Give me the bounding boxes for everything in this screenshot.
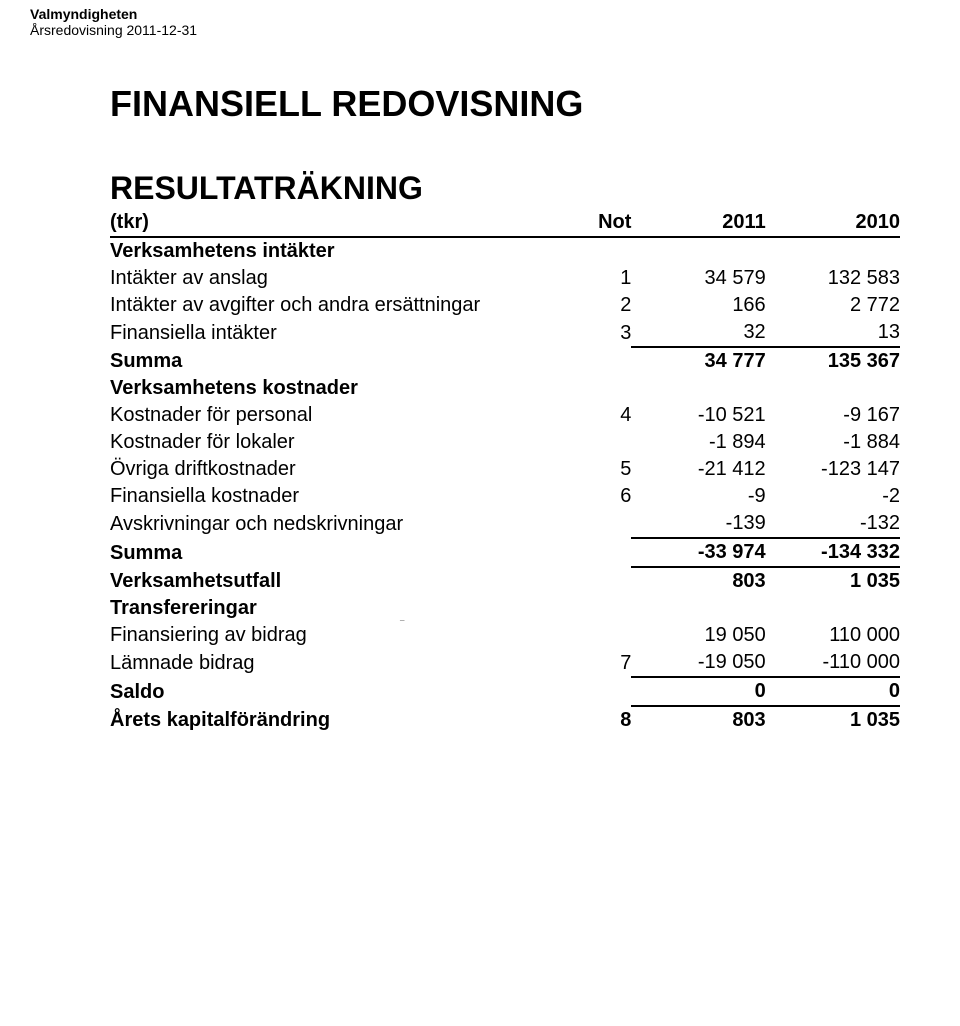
- col-year-2010: 2010: [766, 209, 900, 237]
- table-row: Intäkter av avgifter och andra ersättnin…: [110, 292, 900, 319]
- cell-2010: 1 035: [766, 567, 900, 595]
- cell-2011: -139: [631, 510, 765, 538]
- table-row: Intäkter av anslag 1 34 579 132 583: [110, 265, 900, 292]
- table-sum-row: Summa 34 777 135 367: [110, 347, 900, 375]
- cell-not: 7: [552, 649, 631, 677]
- cell-not: 2: [552, 292, 631, 319]
- table-row: Finansiella kostnader 6 -9 -2: [110, 483, 900, 510]
- cell-not: 5: [552, 456, 631, 483]
- cell-2010: -134 332: [766, 538, 900, 567]
- table-sum-row: Saldo 0 0: [110, 677, 900, 706]
- table-row: Finansiella intäkter 3 32 13: [110, 319, 900, 347]
- cell-label: Finansiering av bidrag: [110, 622, 552, 649]
- cell-not: [552, 429, 631, 456]
- cell-2010: -1 884: [766, 429, 900, 456]
- cell-2010: -132: [766, 510, 900, 538]
- org-name: Valmyndigheten: [30, 6, 930, 22]
- cell-2011: -1 894: [631, 429, 765, 456]
- cell-label: Årets kapitalförändring: [110, 706, 552, 734]
- table-header-row: (tkr) Not 2011 2010: [110, 209, 900, 237]
- cell-2011: 0: [631, 677, 765, 706]
- cell-2010: 110 000: [766, 622, 900, 649]
- cell-label: Lämnade bidrag: [110, 649, 552, 677]
- cell-label: Kostnader för personal: [110, 402, 552, 429]
- cell-2011: 166: [631, 292, 765, 319]
- section-revenues: Verksamhetens intäkter: [110, 237, 900, 265]
- cell-2011: -33 974: [631, 538, 765, 567]
- section-label: Verksamhetens kostnader: [110, 375, 552, 402]
- cell-label: Finansiella kostnader: [110, 483, 552, 510]
- cell-2011: 803: [631, 567, 765, 595]
- cell-not: 1: [552, 265, 631, 292]
- table-row: Finansiering av bidrag 19 050 110 000: [110, 622, 900, 649]
- page-header: Valmyndigheten Årsredovisning 2011-12-31: [30, 0, 930, 38]
- capital-change-row: Årets kapitalförändring 8 803 1 035: [110, 706, 900, 734]
- cell-label: Verksamhetsutfall: [110, 567, 552, 595]
- main-title: FINANSIELL REDOVISNING: [110, 83, 900, 125]
- cell-2010: -2: [766, 483, 900, 510]
- cell-2011: -21 412: [631, 456, 765, 483]
- cell-label: Kostnader för lokaler: [110, 429, 552, 456]
- cell-2011: -10 521: [631, 402, 765, 429]
- cell-not: [552, 622, 631, 649]
- cell-2010: 135 367: [766, 347, 900, 375]
- table-row: Kostnader för personal 4 -10 521 -9 167: [110, 402, 900, 429]
- cell-2010: 13: [766, 319, 900, 347]
- cell-2010: -110 000: [766, 649, 900, 677]
- cell-not: 8: [552, 706, 631, 734]
- section-transfers: Transfereringar: [110, 595, 900, 622]
- cell-label: Övriga driftkostnader: [110, 456, 552, 483]
- cell-2011: -19 050: [631, 649, 765, 677]
- table-row: Lämnade bidrag 7 -19 050 -110 000: [110, 649, 900, 677]
- cell-2011: 803: [631, 706, 765, 734]
- table-row: Avskrivningar och nedskrivningar -139 -1…: [110, 510, 900, 538]
- cell-not: 6: [552, 483, 631, 510]
- cell-label: Intäkter av anslag: [110, 265, 552, 292]
- cell-label: Summa: [110, 538, 552, 567]
- cell-2010: 2 772: [766, 292, 900, 319]
- section-costs: Verksamhetens kostnader: [110, 375, 900, 402]
- col-unit: (tkr): [110, 209, 552, 237]
- table-sum-row: Summa -33 974 -134 332: [110, 538, 900, 567]
- cell-2010: 0: [766, 677, 900, 706]
- col-year-2011: 2011: [631, 209, 765, 237]
- cell-2010: 1 035: [766, 706, 900, 734]
- section-title: RESULTATRÄKNING: [110, 170, 900, 207]
- cell-2011: 34 777: [631, 347, 765, 375]
- cell-2010: 132 583: [766, 265, 900, 292]
- table-row: Övriga driftkostnader 5 -21 412 -123 147: [110, 456, 900, 483]
- cell-2010: -123 147: [766, 456, 900, 483]
- cell-2011: 32: [631, 319, 765, 347]
- cell-label: Avskrivningar och nedskrivningar: [110, 510, 552, 538]
- cell-label: Finansiella intäkter: [110, 319, 552, 347]
- cell-not: [552, 510, 631, 538]
- cell-not: 4: [552, 402, 631, 429]
- section-label: Transfereringar: [110, 595, 552, 622]
- cell-label: Saldo: [110, 677, 552, 706]
- cell-label: Intäkter av avgifter och andra ersättnin…: [110, 292, 552, 319]
- cell-2010: -9 167: [766, 402, 900, 429]
- doc-title: Årsredovisning 2011-12-31: [30, 22, 930, 38]
- table-row: Kostnader för lokaler -1 894 -1 884: [110, 429, 900, 456]
- cell-2011: 19 050: [631, 622, 765, 649]
- cell-not: 3: [552, 319, 631, 347]
- income-statement-table: (tkr) Not 2011 2010 Verksamhetens intäkt…: [110, 209, 900, 734]
- cell-2011: -9: [631, 483, 765, 510]
- col-not: Not: [552, 209, 631, 237]
- section-label: Verksamhetens intäkter: [110, 237, 552, 265]
- result-row: Verksamhetsutfall 803 1 035: [110, 567, 900, 595]
- cell-2011: 34 579: [631, 265, 765, 292]
- cell-label: Summa: [110, 347, 552, 375]
